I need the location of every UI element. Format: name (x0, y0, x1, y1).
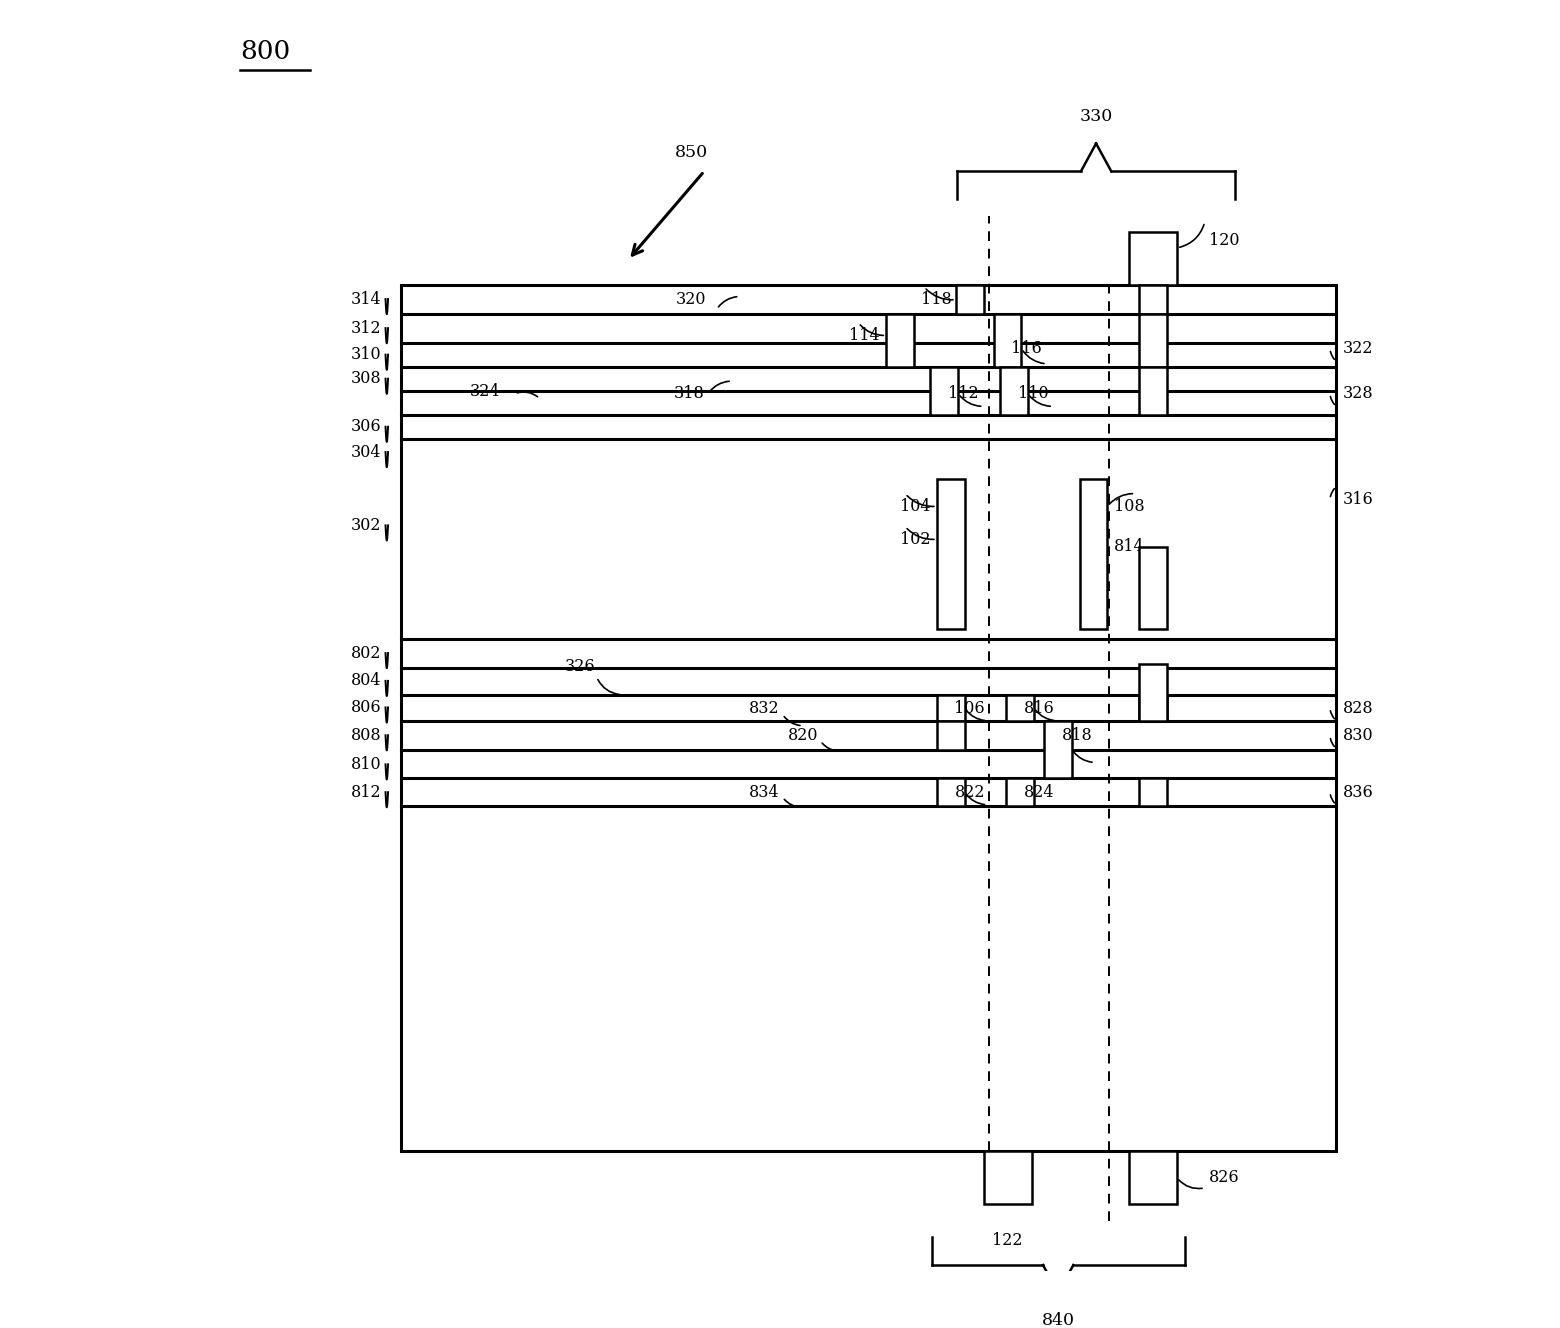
Bar (938, 721, 964, 750)
Bar (938, 695, 964, 721)
Text: 104: 104 (900, 498, 930, 515)
Bar (938, 778, 964, 806)
Text: 318: 318 (674, 385, 704, 402)
Text: 820: 820 (788, 728, 817, 745)
Bar (1139, 547, 1167, 629)
Text: 310: 310 (351, 347, 382, 363)
Text: 312: 312 (351, 320, 382, 336)
Text: 324: 324 (470, 382, 501, 400)
Bar (401, 286, 1337, 1151)
Text: 120: 120 (1209, 232, 1239, 250)
Text: 832: 832 (749, 700, 780, 717)
Bar (1129, 232, 1176, 286)
Text: 304: 304 (351, 444, 382, 461)
Text: 830: 830 (1343, 728, 1373, 745)
Text: 836: 836 (1343, 784, 1373, 801)
Text: 834: 834 (749, 784, 780, 801)
Text: 316: 316 (1343, 491, 1373, 507)
Bar (1000, 368, 1028, 416)
Text: 322: 322 (1343, 340, 1373, 357)
Bar (956, 286, 983, 315)
Text: 828: 828 (1343, 700, 1373, 717)
Bar (994, 315, 1022, 368)
Text: 328: 328 (1343, 385, 1373, 402)
Text: 822: 822 (955, 784, 984, 801)
Text: 114: 114 (849, 327, 880, 344)
Bar (1139, 695, 1167, 721)
Text: 824: 824 (1023, 784, 1055, 801)
Text: 122: 122 (992, 1232, 1023, 1250)
Bar (983, 1151, 1031, 1204)
Text: 314: 314 (351, 291, 382, 308)
Text: 806: 806 (351, 699, 382, 716)
Text: 302: 302 (351, 517, 382, 534)
Bar (1139, 315, 1167, 368)
Text: 800: 800 (240, 39, 290, 64)
Text: 106: 106 (955, 700, 984, 717)
Text: 118: 118 (922, 291, 952, 308)
Text: 116: 116 (1011, 340, 1042, 357)
Text: 102: 102 (900, 531, 930, 547)
Text: 330: 330 (1080, 108, 1112, 125)
Text: 308: 308 (351, 371, 382, 388)
Text: 112: 112 (948, 385, 978, 402)
Bar (1006, 778, 1034, 806)
Bar (1080, 479, 1108, 629)
Text: 306: 306 (351, 418, 382, 436)
Text: 826: 826 (1209, 1169, 1239, 1186)
Text: 804: 804 (351, 672, 382, 689)
Text: 810: 810 (351, 756, 382, 773)
Bar (1139, 664, 1167, 721)
Text: 108: 108 (1114, 498, 1145, 515)
Bar (1044, 721, 1072, 778)
Bar (1139, 368, 1167, 416)
Bar (1139, 778, 1167, 806)
Bar (886, 315, 914, 368)
Text: 840: 840 (1042, 1312, 1075, 1328)
Text: 814: 814 (1114, 538, 1145, 555)
Text: 850: 850 (675, 145, 708, 161)
Bar (930, 368, 958, 416)
Bar (938, 479, 964, 629)
Bar (1006, 695, 1034, 721)
Bar (1139, 286, 1167, 315)
Text: 808: 808 (351, 726, 382, 744)
Text: 818: 818 (1062, 728, 1092, 745)
Text: 812: 812 (351, 784, 382, 801)
Text: 320: 320 (675, 291, 707, 308)
Text: 802: 802 (351, 644, 382, 661)
Bar (1129, 1151, 1176, 1204)
Text: 816: 816 (1023, 700, 1055, 717)
Text: 326: 326 (565, 659, 596, 676)
Text: 110: 110 (1017, 385, 1048, 402)
